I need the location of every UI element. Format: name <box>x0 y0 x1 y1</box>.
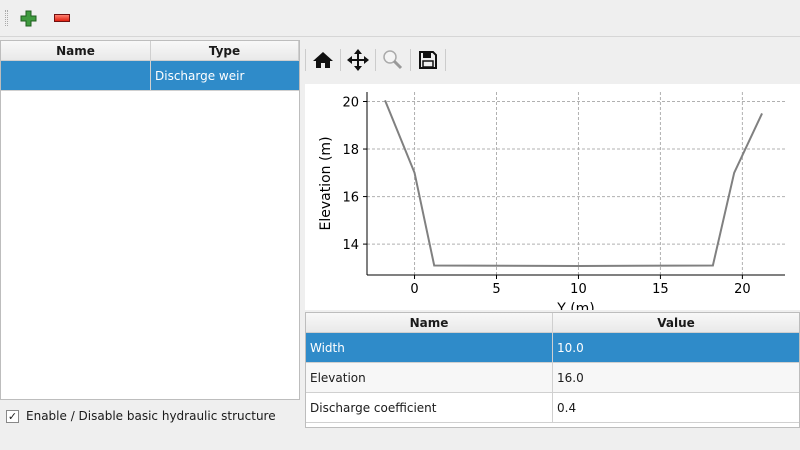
cell-value[interactable]: 10.0 <box>557 340 584 355</box>
plot-canvas[interactable]: 0 5 10 15 20 14 16 18 20 Elevation (m) Y (m) <box>305 84 800 310</box>
toolbar-grip[interactable] <box>5 10 8 26</box>
cell-value[interactable]: 16.0 <box>557 370 584 385</box>
elevation-chart: 0 5 10 15 20 14 16 18 20 Elevation (m) Y (m) <box>318 92 785 310</box>
x-tick-label: 20 <box>734 282 751 297</box>
save-icon <box>419 51 437 69</box>
pan-button[interactable] <box>343 45 373 75</box>
checkbox-box[interactable]: ✓ <box>6 409 19 423</box>
cell-name[interactable]: Width <box>306 333 553 362</box>
checkbox-label: Enable / Disable basic hydraulic structu… <box>26 409 276 423</box>
x-axis-label: Y (m) <box>556 301 595 310</box>
structures-table: Name Type Discharge weir <box>0 40 300 400</box>
pan-icon <box>347 49 369 71</box>
plot-toolbar <box>305 44 446 76</box>
cell-value[interactable]: 0.4 <box>557 400 577 415</box>
save-button[interactable] <box>413 45 443 75</box>
x-tick-label: 0 <box>410 282 418 297</box>
column-header-name[interactable]: Name <box>1 41 151 60</box>
y-tick-label: 18 <box>342 143 359 158</box>
cell-name[interactable]: Elevation <box>306 363 553 392</box>
properties-table: Name Value Width 10.0 Elevation 16.0 Dis… <box>305 312 800 428</box>
cell-name[interactable]: Discharge coefficient <box>306 393 553 422</box>
column-header-name[interactable]: Name <box>306 313 553 332</box>
enable-checkbox[interactable]: ✓ Enable / Disable basic hydraulic struc… <box>6 409 276 423</box>
y-tick-label: 14 <box>342 238 359 253</box>
series-line <box>384 99 763 267</box>
home-icon <box>313 52 333 68</box>
table-row[interactable]: Discharge coefficient 0.4 <box>306 393 799 423</box>
zoom-icon <box>383 50 403 70</box>
x-tick-label: 10 <box>570 282 587 297</box>
column-header-value[interactable]: Value <box>657 315 695 330</box>
column-header-type[interactable]: Type <box>151 41 299 60</box>
zoom-button[interactable] <box>378 45 408 75</box>
table-row[interactable]: Width 10.0 <box>306 333 799 363</box>
cell-type[interactable]: Discharge weir <box>155 68 245 83</box>
x-tick-label: 5 <box>492 282 500 297</box>
table-row[interactable]: Elevation 16.0 <box>306 363 799 393</box>
home-button[interactable] <box>308 45 338 75</box>
y-axis-label: Elevation (m) <box>318 136 334 230</box>
y-tick-label: 16 <box>342 191 359 206</box>
cell-name[interactable] <box>1 61 151 90</box>
table-row[interactable]: Discharge weir <box>1 61 299 91</box>
y-tick-label: 20 <box>342 96 359 111</box>
remove-button[interactable] <box>54 14 70 22</box>
add-button[interactable] <box>20 9 38 27</box>
plus-icon <box>20 10 37 27</box>
main-toolbar <box>0 0 800 37</box>
x-tick-label: 15 <box>652 282 669 297</box>
